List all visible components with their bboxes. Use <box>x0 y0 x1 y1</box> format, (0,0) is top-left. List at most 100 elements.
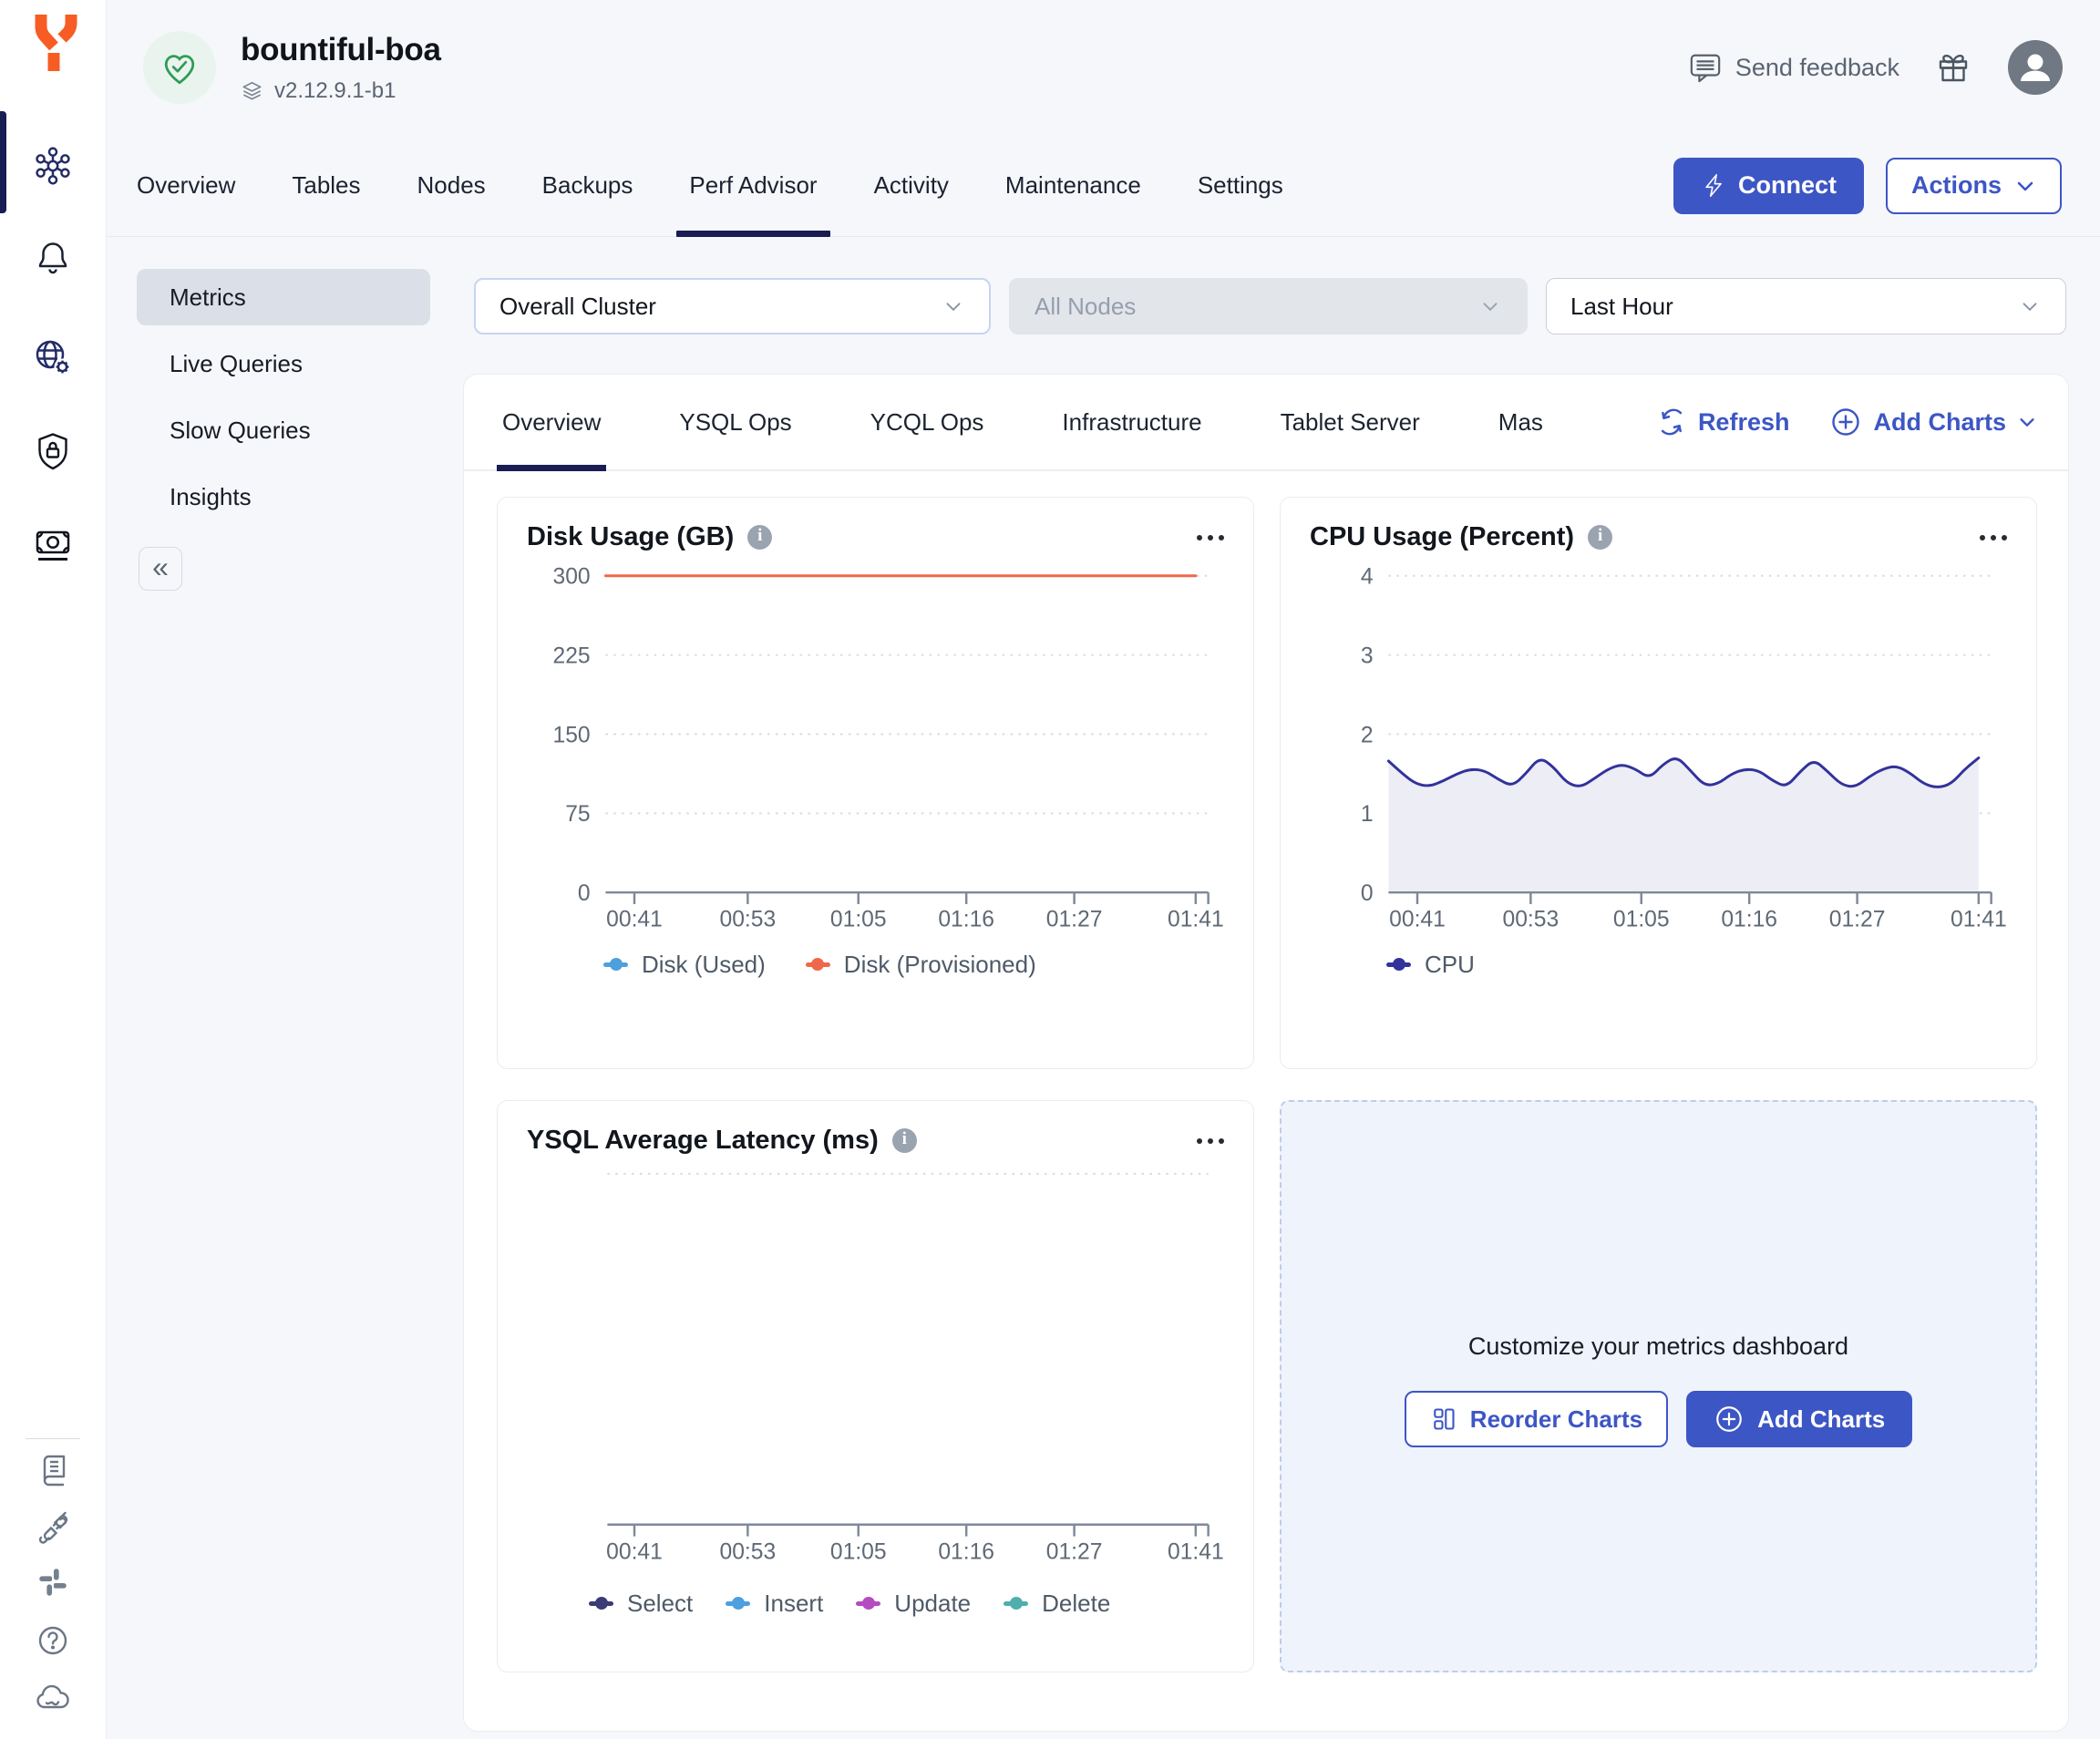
help-icon[interactable] <box>35 1622 71 1659</box>
notifications-bell-icon[interactable] <box>33 236 73 276</box>
metrics-tab-ysql-ops[interactable]: YSQL Ops <box>679 407 792 436</box>
tab-backups[interactable]: Backups <box>541 171 633 199</box>
subnav-item-metrics[interactable]: Metrics <box>137 269 430 325</box>
chart-title: Disk Usage (GB) <box>527 522 735 551</box>
connect-button[interactable]: Connect <box>1673 157 1864 214</box>
perf-advisor-content: Metrics Live Queries Slow Queries Insigh… <box>107 237 2100 1739</box>
chart-card-cpu-usage: CPU Usage (Percent) 0 1 2 3 4 00:41 00:53 01:05… <box>1280 497 2037 1069</box>
svg-text:01:27: 01:27 <box>1046 908 1103 932</box>
svg-text:00:41: 00:41 <box>1389 908 1446 932</box>
svg-text:01:41: 01:41 <box>1168 908 1224 932</box>
slack-icon[interactable] <box>36 1565 70 1600</box>
tab-maintenance[interactable]: Maintenance <box>1004 171 1141 199</box>
send-feedback-button[interactable]: Send feedback <box>1688 51 1899 84</box>
metrics-tab-overview[interactable]: Overview <box>496 375 607 471</box>
gift-icon[interactable] <box>1934 48 1972 87</box>
tab-perf-advisor[interactable]: Perf Advisor <box>676 135 830 237</box>
docs-book-icon[interactable] <box>35 1451 71 1487</box>
info-icon[interactable] <box>1588 525 1613 550</box>
add-charts-button[interactable]: Add Charts <box>1829 406 2037 438</box>
metrics-tab-tablet-server[interactable]: Tablet Server <box>1280 407 1420 436</box>
clusters-icon[interactable] <box>32 145 74 187</box>
legend-marker <box>589 1597 613 1610</box>
tab-tables[interactable]: Tables <box>292 171 361 199</box>
subnav-item-live-queries[interactable]: Live Queries <box>170 349 303 377</box>
info-icon[interactable] <box>747 525 773 550</box>
svg-text:00:41: 00:41 <box>606 1539 663 1564</box>
svg-text:01:05: 01:05 <box>830 1539 887 1564</box>
legend-item[interactable]: Disk (Used) <box>603 951 766 979</box>
tab-nodes[interactable]: Nodes <box>417 171 486 199</box>
svg-text:225: 225 <box>553 644 591 669</box>
billing-icon[interactable] <box>32 523 74 567</box>
chevron-down-icon <box>1478 294 1502 318</box>
svg-text:0: 0 <box>578 881 591 906</box>
user-avatar[interactable] <box>2007 39 2064 96</box>
more-menu-icon[interactable] <box>1978 530 2009 546</box>
subnav-item-insights[interactable]: Insights <box>170 482 252 510</box>
nodes-dropdown[interactable]: All Nodes <box>1009 278 1528 334</box>
legend-item[interactable]: Disk (Provisioned) <box>805 951 1036 979</box>
metrics-tab-ycql-ops[interactable]: YCQL Ops <box>870 407 984 436</box>
feedback-bubble-icon <box>1690 54 1721 83</box>
add-charts-button-panel[interactable]: Add Charts <box>1686 1391 1913 1447</box>
refresh-button[interactable]: Refresh <box>1656 406 1789 437</box>
legend-marker <box>1004 1597 1029 1610</box>
left-icon-rail <box>0 0 107 1739</box>
lightning-icon <box>1705 174 1722 197</box>
chart-legend: CPU <box>1281 940 2036 979</box>
info-icon[interactable] <box>891 1128 917 1153</box>
legend-item[interactable]: Delete <box>1004 1590 1110 1618</box>
more-menu-icon[interactable] <box>1195 1133 1226 1149</box>
svg-text:00:53: 00:53 <box>720 908 777 932</box>
chart-card-ysql-latency: YSQL Average Latency (ms) 00:41 00:53 01:0… <box>497 1100 1254 1672</box>
actions-button[interactable]: Actions <box>1885 157 2062 214</box>
legend-label: Insert <box>764 1589 824 1617</box>
disk-usage-chart: 0 75 150 225 300 00:41 00:53 01:05 01:16 01:27 01:… <box>553 565 1224 932</box>
svg-text:00:53: 00:53 <box>720 1539 777 1564</box>
network-settings-globe-icon[interactable] <box>32 336 74 378</box>
metrics-card: Overview YSQL Ops YCQL Ops Infrastructur… <box>463 374 2069 1732</box>
legend-item[interactable]: Select <box>589 1590 693 1618</box>
chevron-down-icon <box>2018 294 2042 318</box>
version-layers-icon <box>242 81 262 100</box>
tab-activity[interactable]: Activity <box>873 171 949 199</box>
legend-item[interactable]: CPU <box>1386 951 1475 979</box>
cluster-health-badge <box>143 31 216 104</box>
svg-text:75: 75 <box>565 802 590 827</box>
svg-text:0: 0 <box>1361 881 1374 906</box>
legend-item[interactable]: Insert <box>726 1590 823 1618</box>
svg-text:01:41: 01:41 <box>1168 1539 1224 1564</box>
metrics-tab-infrastructure[interactable]: Infrastructure <box>1062 407 1202 436</box>
filter-row: Overall Cluster All Nodes Last Hour <box>474 278 2066 334</box>
metrics-tab-master[interactable]: Mas <box>1498 407 1543 436</box>
chart-legend: Select Insert Update Delete <box>498 1579 1253 1618</box>
tab-settings[interactable]: Settings <box>1197 171 1283 199</box>
legend-label: CPU <box>1425 950 1475 978</box>
svg-text:00:41: 00:41 <box>606 908 663 932</box>
add-circle-icon <box>1716 1406 1742 1432</box>
chart-card-disk-usage: Disk Usage (GB) 0 75 150 225 300 00:41 00:53 01… <box>497 497 1254 1069</box>
yugabyte-logo[interactable] <box>30 13 77 77</box>
reorder-charts-button[interactable]: Reorder Charts <box>1404 1391 1669 1447</box>
tab-overview[interactable]: Overview <box>137 171 236 199</box>
scope-dropdown[interactable]: Overall Cluster <box>474 278 991 334</box>
svg-text:01:16: 01:16 <box>1721 908 1777 932</box>
ysql-latency-chart: 00:41 00:53 01:05 01:16 01:27 01:41 <box>606 1172 1224 1564</box>
security-shield-lock-icon[interactable] <box>33 430 73 470</box>
subnav-item-slow-queries[interactable]: Slow Queries <box>170 416 311 444</box>
cpu-usage-chart: 0 1 2 3 4 00:41 00:53 01:05 01:16 01:27 01:41 <box>1361 565 2007 932</box>
legend-item[interactable]: Update <box>856 1590 971 1618</box>
cloud-status-icon[interactable] <box>34 1681 72 1713</box>
cluster-name: bountiful-boa <box>241 31 441 67</box>
customize-dashboard-panel: Customize your metrics dashboard Reorder… <box>1280 1100 2037 1672</box>
integrations-plug-icon[interactable] <box>35 1507 71 1544</box>
legend-marker <box>603 958 628 971</box>
svg-text:300: 300 <box>553 565 591 590</box>
chevron-down-icon <box>942 294 965 318</box>
time-range-dropdown[interactable]: Last Hour <box>1546 278 2066 334</box>
more-menu-icon[interactable] <box>1195 530 1226 546</box>
svg-text:01:27: 01:27 <box>1046 1539 1103 1564</box>
legend-marker <box>726 1597 751 1610</box>
collapse-sidebar-button[interactable] <box>139 547 182 591</box>
